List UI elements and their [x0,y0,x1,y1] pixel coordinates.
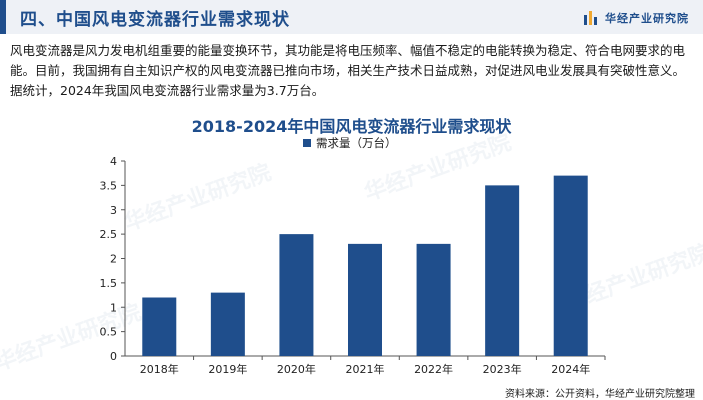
intro-paragraph: 风电变流器是风力发电机组重要的能量变换环节，其功能是将电压频率、幅值不稳定的电能… [10,43,686,98]
y-tick-label: 0.5 [100,326,118,339]
y-tick-label: 0 [110,350,117,363]
x-tick-label: 2022年 [414,362,453,376]
header-accent-bar [0,0,6,34]
bar [485,185,520,356]
x-tick-label: 2023年 [483,362,522,376]
bar [553,175,588,356]
source-note: 资料来源：公开资料，华经产业研究院整理 [505,389,695,400]
brand-bars-icon [584,11,597,25]
bar [142,297,177,356]
x-tick-label: 2019年 [208,362,247,376]
section-title: 四、中国风电变流器行业需求现状 [20,10,290,30]
x-tick-label: 2024年 [551,362,590,376]
brand-name: 华经产业研究院 [605,12,689,25]
section-header: 四、中国风电变流器行业需求现状 华经产业研究院 [0,0,703,34]
y-tick-label: 3.5 [100,179,118,192]
x-tick-label: 2018年 [140,362,179,376]
brand-logo: 华经产业研究院 [584,10,689,26]
x-tick-label: 2021年 [346,362,385,376]
legend-swatch [303,139,311,147]
y-tick-label: 1 [110,301,117,314]
bar [210,292,245,356]
y-tick-label: 2.5 [100,228,118,241]
bar [279,234,314,356]
y-tick-label: 2 [110,253,117,266]
y-tick-label: 3 [110,204,117,217]
bar [348,243,382,356]
bar [416,243,451,356]
legend-label: 需求量（万台） [316,136,397,150]
x-tick-label: 2020年 [277,362,316,376]
y-tick-label: 1.5 [100,277,118,290]
y-tick-label: 4 [110,155,117,168]
chart-title: 2018-2024年中国风电变流器行业需求现状 [191,117,512,136]
